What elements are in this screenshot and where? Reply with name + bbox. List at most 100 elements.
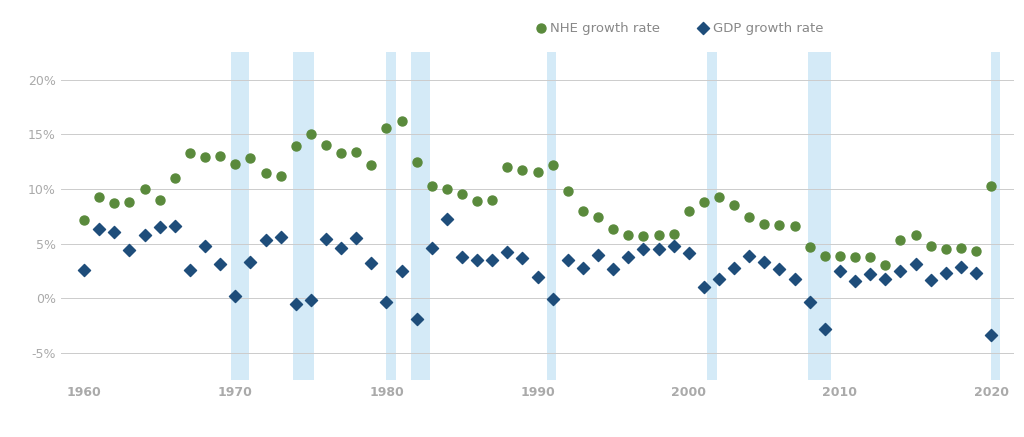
Point (91, 226, 108, 233)
Point (923, 276, 939, 283)
Point (499, 249, 515, 256)
Point (167, 174, 183, 182)
Point (364, 260, 380, 267)
Point (802, 298, 818, 305)
Bar (293, 52, 314, 380)
Point (76, 266, 92, 274)
Point (923, 242, 939, 249)
Point (499, 164, 515, 171)
Point (257, 169, 273, 176)
Point (484, 257, 501, 264)
Point (333, 245, 349, 252)
Point (711, 193, 727, 200)
Point (816, 252, 833, 259)
Point (424, 182, 440, 189)
Bar (411, 52, 430, 380)
Point (786, 275, 803, 282)
Point (968, 270, 984, 277)
Point (257, 237, 273, 244)
Point (212, 261, 228, 268)
Point (666, 230, 682, 237)
Point (771, 265, 787, 272)
Point (816, 325, 833, 332)
Point (91, 193, 108, 200)
Point (529, 274, 546, 281)
Bar (547, 52, 556, 380)
Point (590, 251, 606, 258)
Point (181, 266, 198, 274)
Point (197, 154, 213, 161)
Point (393, 267, 410, 274)
Point (136, 232, 153, 239)
Point (469, 257, 485, 264)
Bar (808, 52, 830, 380)
Point (136, 185, 153, 192)
Point (454, 191, 470, 198)
Point (621, 253, 637, 260)
Point (317, 142, 334, 149)
Point (272, 233, 289, 240)
Point (288, 143, 304, 150)
Point (106, 200, 123, 207)
Point (514, 167, 530, 174)
Point (666, 242, 682, 249)
Point (681, 250, 697, 257)
Point (831, 267, 848, 274)
Point (545, 296, 561, 303)
Point (907, 232, 924, 239)
Point (711, 275, 727, 282)
Point (771, 222, 787, 229)
Bar (991, 52, 1000, 380)
Point (227, 160, 244, 167)
Point (121, 198, 137, 205)
Point (695, 284, 712, 291)
Point (106, 228, 123, 235)
Point (695, 198, 712, 205)
Point (952, 245, 969, 252)
Point (272, 173, 289, 180)
Bar (230, 52, 249, 380)
Point (484, 197, 501, 204)
Point (409, 316, 425, 323)
Point (469, 198, 485, 205)
Legend: NHE growth rate, GDP growth rate: NHE growth rate, GDP growth rate (531, 17, 829, 40)
Point (605, 265, 622, 272)
Point (424, 245, 440, 252)
Point (650, 232, 667, 239)
Bar (707, 52, 718, 380)
Point (590, 214, 606, 221)
Point (786, 222, 803, 230)
Point (348, 148, 365, 155)
Point (938, 246, 954, 253)
Point (333, 149, 349, 156)
Point (243, 259, 259, 266)
Point (847, 253, 863, 260)
Point (393, 118, 410, 125)
Point (605, 226, 622, 233)
Point (121, 246, 137, 253)
Point (152, 224, 168, 231)
Point (560, 188, 577, 195)
Point (454, 253, 470, 260)
Point (167, 222, 183, 230)
Point (968, 248, 984, 255)
Point (76, 216, 92, 223)
Point (560, 257, 577, 264)
Point (802, 243, 818, 250)
Point (227, 293, 244, 300)
Point (197, 242, 213, 249)
Point (438, 215, 455, 222)
Point (878, 275, 894, 282)
Point (303, 131, 319, 138)
Point (635, 246, 651, 253)
Point (529, 168, 546, 175)
Point (907, 261, 924, 268)
Point (952, 263, 969, 270)
Point (741, 252, 758, 259)
Point (303, 297, 319, 304)
Point (181, 149, 198, 156)
Point (212, 153, 228, 160)
Point (847, 277, 863, 284)
Point (409, 158, 425, 165)
Point (152, 197, 168, 204)
